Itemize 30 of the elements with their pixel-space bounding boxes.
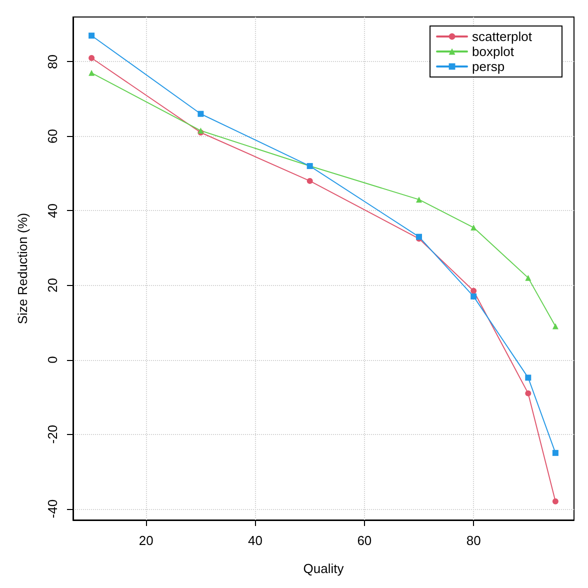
y-axis-title: Size Reduction (%) [15,212,30,324]
point [552,498,558,504]
y-tick-label: 20 [45,278,60,292]
point [88,70,95,76]
y-tick-label: 40 [45,204,60,218]
y-tick-label: -40 [45,499,60,518]
point [306,178,313,184]
point [88,54,95,61]
point [552,450,558,456]
point [525,374,532,381]
point [525,390,532,396]
point [416,196,422,203]
legend-label: boxplot [472,44,514,59]
point [470,288,477,294]
x-tick-label: 20 [138,533,154,548]
point [552,323,558,330]
x-axis-title: Quality [303,561,344,576]
y-tick-label: 0 [45,356,60,364]
legend-label: persp [472,59,505,74]
legend-label: scatterplot [472,29,532,44]
x-tick-label: 60 [357,533,372,548]
point [470,293,477,300]
y-tick-label: 80 [45,54,60,69]
point [525,274,532,281]
x-tick-label: 80 [466,533,481,548]
point [198,110,204,117]
x-tick-label: 40 [248,533,263,548]
y-tick-label: -20 [45,424,60,444]
y-tick-label: 60 [45,128,60,144]
point [88,32,95,39]
